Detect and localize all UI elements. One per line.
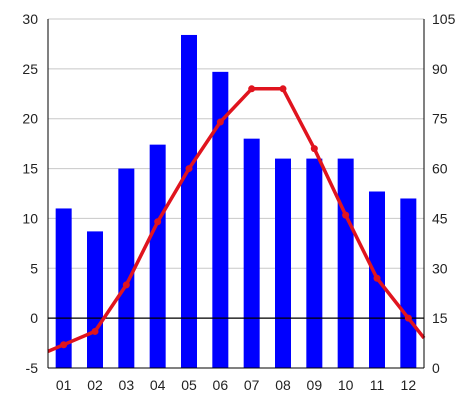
left-tick-label: -5 — [26, 360, 39, 376]
line-path — [47, 87, 426, 354]
bar — [118, 168, 135, 368]
x-axis-ticks: 01 02 03 04 05 06 07 08 09 10 11 12 — [56, 377, 416, 393]
left-tick-label: 5 — [30, 260, 38, 276]
x-tick-label: 04 — [150, 377, 166, 393]
bar — [87, 231, 103, 368]
left-axis-ticks: 30 25 20 15 10 5 0 -5 — [22, 11, 38, 376]
x-tick-label: 02 — [87, 377, 103, 393]
bar — [212, 71, 229, 368]
bar — [149, 144, 166, 368]
x-tick-label: 08 — [275, 377, 291, 393]
x-tick-label: 06 — [213, 377, 229, 393]
plot-frame — [47, 19, 425, 369]
left-tick-label: 15 — [22, 161, 38, 177]
bar — [181, 34, 197, 368]
line-point — [248, 85, 256, 93]
line-point — [404, 314, 412, 322]
left-tick-label: 0 — [30, 310, 38, 326]
x-tick-label: 05 — [181, 377, 197, 393]
right-tick-label: 0 — [432, 360, 440, 376]
x-tick-label: 03 — [119, 377, 135, 393]
bar — [243, 138, 260, 368]
left-tick-label: 20 — [22, 111, 38, 127]
line-point — [185, 165, 193, 173]
line-point — [373, 274, 381, 282]
x-tick-label: 09 — [307, 377, 323, 393]
line-point — [310, 145, 318, 153]
line-point — [122, 281, 130, 289]
line-point — [216, 118, 224, 126]
x-tick-label: 12 — [401, 377, 417, 393]
temperature-line — [47, 85, 426, 354]
line-point — [60, 341, 68, 349]
x-tick-label: 01 — [56, 377, 72, 393]
bar — [275, 158, 291, 368]
line-point — [342, 211, 350, 219]
right-tick-label: 15 — [432, 310, 448, 326]
right-tick-label: 45 — [432, 210, 448, 226]
line-point — [154, 218, 162, 226]
right-tick-label: 90 — [432, 61, 448, 77]
line-point — [279, 85, 287, 93]
left-tick-label: 10 — [22, 210, 38, 226]
x-tick-label: 07 — [244, 377, 260, 393]
right-tick-label: 30 — [432, 260, 448, 276]
right-tick-label: 75 — [432, 111, 448, 127]
left-tick-label: 30 — [22, 11, 38, 27]
x-tick-label: 10 — [338, 377, 354, 393]
bar — [55, 208, 72, 368]
left-tick-label: 25 — [22, 61, 38, 77]
bar — [400, 198, 417, 368]
right-tick-label: 105 — [432, 11, 456, 27]
x-tick-label: 11 — [370, 377, 385, 393]
bar — [306, 158, 323, 368]
line-point — [91, 327, 99, 335]
right-tick-label: 60 — [432, 161, 448, 177]
bar — [337, 158, 354, 368]
right-axis-ticks: 105 90 75 60 45 30 15 0 — [432, 11, 456, 376]
